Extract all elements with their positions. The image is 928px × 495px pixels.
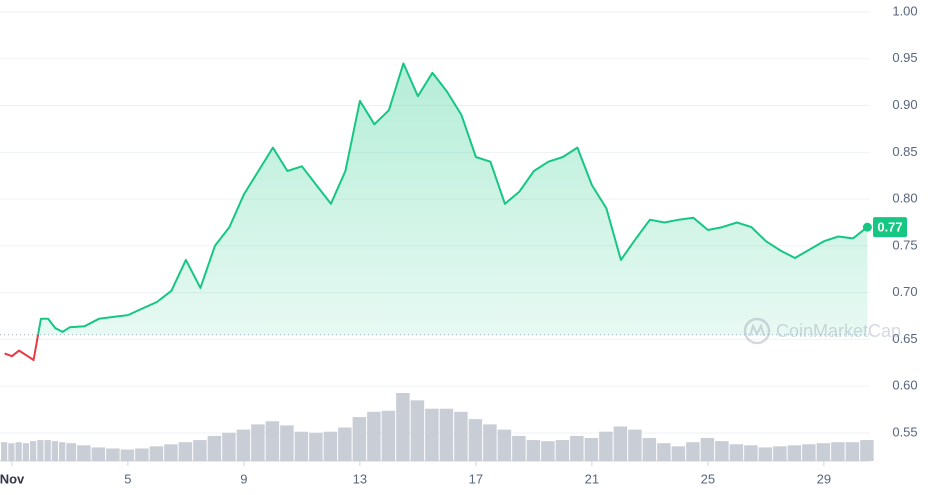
volume-bar [15, 442, 22, 461]
volume-bar [512, 435, 526, 461]
volume-bar [686, 442, 700, 461]
volume-bar [251, 424, 265, 461]
volume-bar [845, 442, 860, 461]
volume-bar [483, 424, 497, 461]
volume-bar [860, 440, 874, 461]
y-tick-label: 0.95 [892, 50, 917, 65]
volume-bar [584, 437, 599, 461]
volume-bar [338, 427, 352, 461]
x-tick-label: Nov [0, 471, 25, 486]
watermark: CoinMarketCap [743, 317, 901, 345]
volume-bar [381, 410, 396, 461]
volume-bar [91, 447, 106, 461]
y-tick-label: 0.75 [892, 237, 917, 252]
volume-bar [280, 425, 294, 461]
y-tick-label: 1.00 [892, 3, 917, 18]
volume-bar [802, 444, 816, 461]
volume-bar [77, 445, 91, 461]
volume-bar [51, 441, 59, 461]
volume-bar [178, 442, 193, 461]
volume-bar [657, 443, 671, 461]
volume-bar [193, 440, 207, 461]
price-tag [873, 217, 907, 238]
price-tag-label: 0.77 [877, 220, 902, 235]
y-tick-label: 0.70 [892, 284, 917, 299]
volume-bar [454, 411, 468, 461]
volume-bar [294, 431, 309, 461]
volume-bar [222, 432, 236, 461]
volume-bar [555, 440, 570, 461]
volume-bar [135, 448, 149, 461]
volume-bar [59, 442, 66, 461]
volume-bar [22, 443, 30, 461]
volume-bar [410, 400, 425, 461]
volume-bar [613, 426, 628, 461]
x-tick-label: 5 [124, 471, 131, 486]
y-tick-label: 0.85 [892, 144, 917, 159]
volume-bar [541, 441, 555, 461]
volume-bar [352, 417, 367, 461]
y-tick-label: 0.90 [892, 97, 917, 112]
volume-bar [66, 443, 77, 461]
volume-bar [671, 446, 686, 461]
volume-bar [44, 440, 51, 461]
volume-bar [396, 393, 410, 461]
x-tick-label: 29 [817, 471, 831, 486]
volume-bar [787, 445, 802, 461]
volume-bar [758, 447, 773, 461]
volume-bar [323, 431, 338, 461]
volume-bar [106, 448, 120, 461]
volume-bar [642, 437, 657, 461]
y-tick-label: 0.60 [892, 378, 917, 393]
volume-bar [265, 421, 280, 461]
volume-bar [497, 429, 512, 461]
y-tick-label: 0.55 [892, 424, 917, 439]
volume-bar [816, 443, 831, 461]
volume-bar [37, 440, 44, 461]
volume-bar [599, 431, 613, 461]
volume-bar [439, 408, 454, 461]
volume-bar [120, 449, 135, 461]
volume-bar [207, 435, 222, 461]
y-tick-label: 0.80 [892, 191, 917, 206]
volume-bar [570, 435, 584, 461]
volume-bar [236, 429, 251, 461]
volume-bar [309, 432, 323, 461]
x-tick-label: 17 [469, 471, 483, 486]
volume-bar [8, 443, 15, 461]
volume-bar [149, 446, 164, 461]
price-line [37, 62, 869, 335]
watermark-text: CoinMarketCap [776, 321, 901, 341]
volume-bar [367, 411, 381, 461]
last-point [862, 222, 872, 232]
x-tick-label: 21 [585, 471, 599, 486]
volume-bar [729, 444, 744, 461]
x-tick-label: 9 [240, 471, 247, 486]
volume-bar [30, 441, 37, 461]
volume-bar [773, 446, 787, 461]
x-tick-label: 25 [701, 471, 715, 486]
volume-bar [715, 441, 729, 461]
volume-bar [164, 444, 178, 461]
volume-bar [831, 442, 845, 461]
area [38, 63, 868, 335]
volume-bar [425, 408, 439, 461]
watermark-logo-mark [749, 323, 765, 337]
x-tick-label: 13 [353, 471, 367, 486]
y-tick-label: 0.65 [892, 331, 917, 346]
volume-bar [526, 440, 541, 461]
volume-bar [1, 442, 8, 461]
volume-bar [628, 429, 642, 461]
watermark-logo [743, 317, 771, 345]
volume-bar [468, 419, 483, 461]
volume-bar [744, 445, 758, 461]
volume-bar [700, 437, 715, 461]
